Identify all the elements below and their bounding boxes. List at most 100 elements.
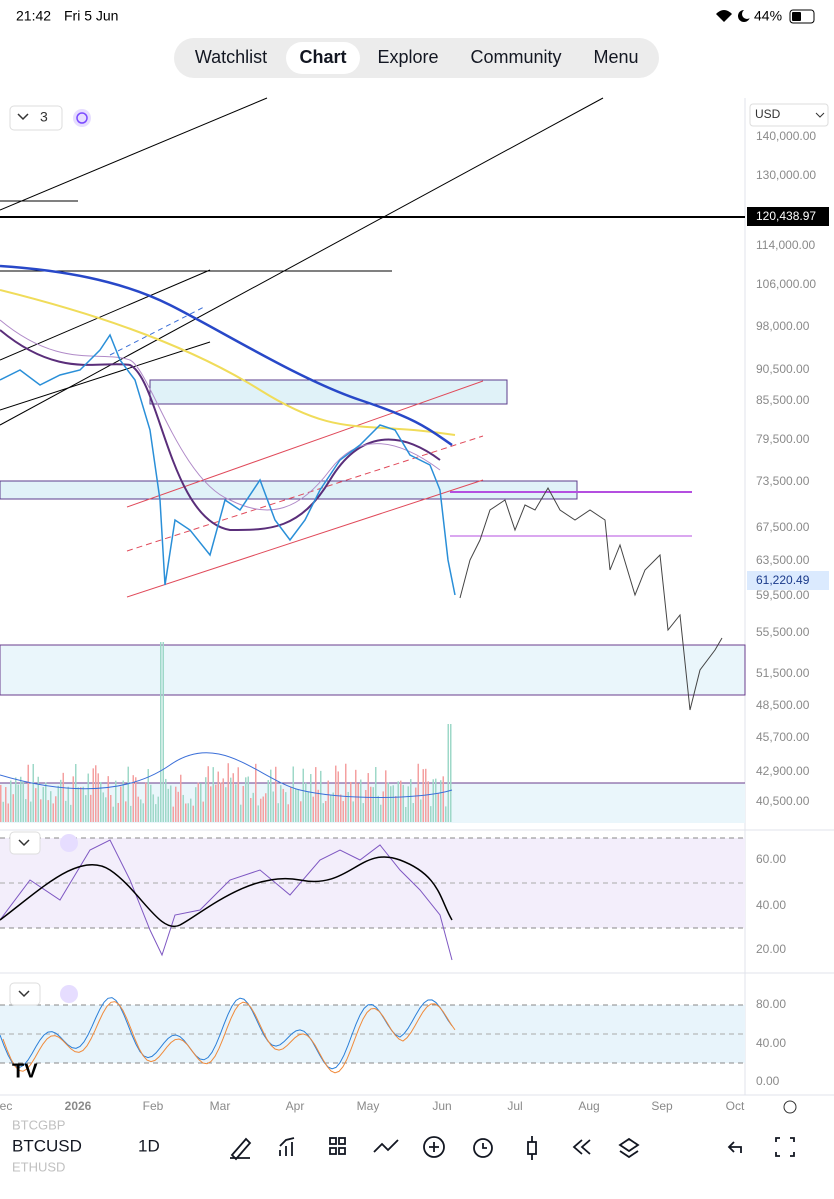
layout-button[interactable] [9,105,63,131]
tab[interactable]: Explore [377,47,438,67]
volume-bar [115,780,117,822]
time-label: Aug [578,1099,599,1113]
volume-bar [212,767,214,822]
volume-bar [280,785,282,822]
volume-bar [300,801,302,822]
volume-bar [147,769,149,822]
volume-bar [37,776,39,822]
volume-bar [135,777,137,822]
price-label: 55,500.00 [756,625,810,639]
line-price-tag [747,207,829,226]
volume-bar [372,787,374,822]
volume-bar [150,784,152,822]
volume-bar [2,801,4,822]
volume-bar [127,766,129,822]
volume-bar [450,724,452,822]
price-label: 114,000.00 [756,238,815,252]
volume-bar [265,793,267,822]
tab[interactable]: Watchlist [195,47,267,67]
price-label: 51,500.00 [756,666,810,680]
volume-bar [392,785,394,822]
active-tab-bg [286,42,360,74]
layout-count: 3 [40,109,48,125]
volume-bar [167,788,169,822]
volume-bar [410,779,412,822]
volume-bar [427,781,429,822]
volume-bar [312,796,314,822]
volume-bar [370,786,372,822]
symbol[interactable]: BTCGBP [12,1117,65,1132]
price-label: 130,000.00 [756,168,816,182]
volume-bar [125,801,127,822]
volume-bar [117,802,119,822]
volume-bar [130,805,132,822]
volume-bar [417,763,419,822]
price-label: 79,500.00 [756,432,810,446]
volume-bar [122,780,124,822]
volume-bar [240,804,242,822]
volume-bar [97,773,99,822]
volume-bar [72,776,74,822]
volume-bar [225,787,227,822]
volume-bar [75,764,77,822]
volume-bar [295,788,297,822]
volume-bar [252,792,254,822]
volume-bar [82,786,84,822]
volume-bar [320,770,322,822]
volume-bar [255,763,257,822]
volume-bar [102,792,104,822]
volume-bar [305,782,307,822]
volume-bar [247,776,249,822]
rsi-label: 20.00 [756,942,786,956]
volume-bar [217,771,219,822]
volume-bar [15,777,17,822]
price-label: 48,500.00 [756,698,810,712]
price-label: 106,000.00 [756,277,816,291]
volume-bar [432,779,434,822]
volume-bar [380,804,382,822]
volume-bar [375,767,377,822]
volume-bar [112,806,114,822]
volume-bar [7,803,9,822]
volume-bar [445,806,447,822]
volume-bar [272,791,274,822]
volume-bar [362,803,364,822]
currency-select[interactable] [749,103,829,127]
volume-bar [222,778,224,822]
rsi-label: 40.00 [756,898,786,912]
volume-bar [242,785,244,822]
volume-bar [0,784,2,822]
volume-bar [92,768,94,822]
interval[interactable]: 1D [138,1136,160,1155]
tab[interactable]: Menu [593,47,638,67]
volume-bar [30,801,32,822]
volume-bar [322,803,324,822]
volume-bar [447,724,449,822]
tab-active[interactable]: Chart [299,47,346,67]
volume-bar [67,786,69,822]
symbol-active[interactable]: BTCUSD [12,1136,82,1155]
volume-bar [100,782,102,822]
symbol[interactable]: ETHUSD [12,1159,65,1174]
volume-bar [245,777,247,822]
volume-bar [317,789,319,822]
volume-bar [10,780,12,822]
volume-bar [382,791,384,822]
volume-bar [230,777,232,822]
toolbar-icons[interactable] [230,1136,795,1161]
volume-bar [437,793,439,822]
volume-bar [337,771,339,822]
time-label: ec [0,1099,12,1113]
volume-bar [430,806,432,822]
price-label: 73,500.00 [756,474,810,488]
status-date: Fri 5 Jun [64,8,118,24]
volume-bar [90,794,92,822]
time-label: Oct [726,1099,745,1113]
volume-bar [277,803,279,822]
volume-bar [157,796,159,822]
time-label: 2026 [65,1099,92,1113]
volume-bar [50,791,52,822]
tab[interactable]: Community [470,47,561,67]
volume-bar [235,784,237,822]
